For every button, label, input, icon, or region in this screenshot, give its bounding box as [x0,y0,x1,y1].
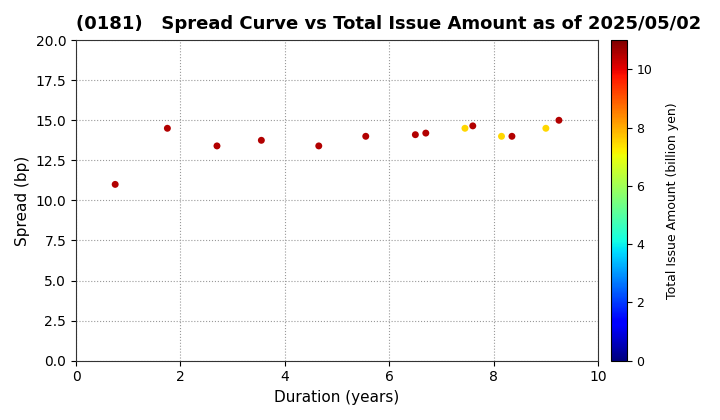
Point [161,125,173,131]
Y-axis label: Spread (bp): Spread (bp) [15,155,30,246]
Point [211,142,222,149]
Point [420,130,431,136]
Point [459,125,471,131]
Point [553,117,564,123]
Point [360,133,372,140]
Point [467,123,479,129]
Point [540,125,552,131]
Y-axis label: Total Issue Amount (billion yen): Total Issue Amount (billion yen) [666,102,679,299]
Point [109,181,121,188]
X-axis label: Duration (years): Duration (years) [274,390,400,405]
Point [256,137,267,144]
Point [410,131,421,138]
Point [496,133,508,140]
Text: (0181)   Spread Curve vs Total Issue Amount as of 2025/05/02: (0181) Spread Curve vs Total Issue Amoun… [76,15,701,33]
Point [506,133,518,140]
Point [313,142,325,149]
